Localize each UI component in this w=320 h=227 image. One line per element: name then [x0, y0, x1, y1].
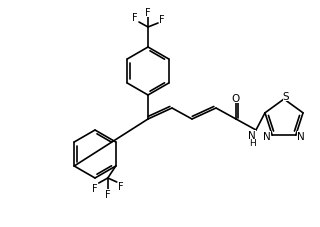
- Text: N: N: [263, 132, 271, 142]
- Text: F: F: [105, 189, 111, 199]
- Text: H: H: [249, 139, 255, 148]
- Text: S: S: [283, 92, 289, 101]
- Text: F: F: [145, 8, 151, 18]
- Text: F: F: [118, 181, 124, 191]
- Text: F: F: [159, 15, 165, 25]
- Text: N: N: [248, 131, 256, 140]
- Text: F: F: [132, 13, 138, 23]
- Text: N: N: [297, 132, 305, 142]
- Text: F: F: [92, 183, 98, 193]
- Text: O: O: [232, 94, 240, 104]
